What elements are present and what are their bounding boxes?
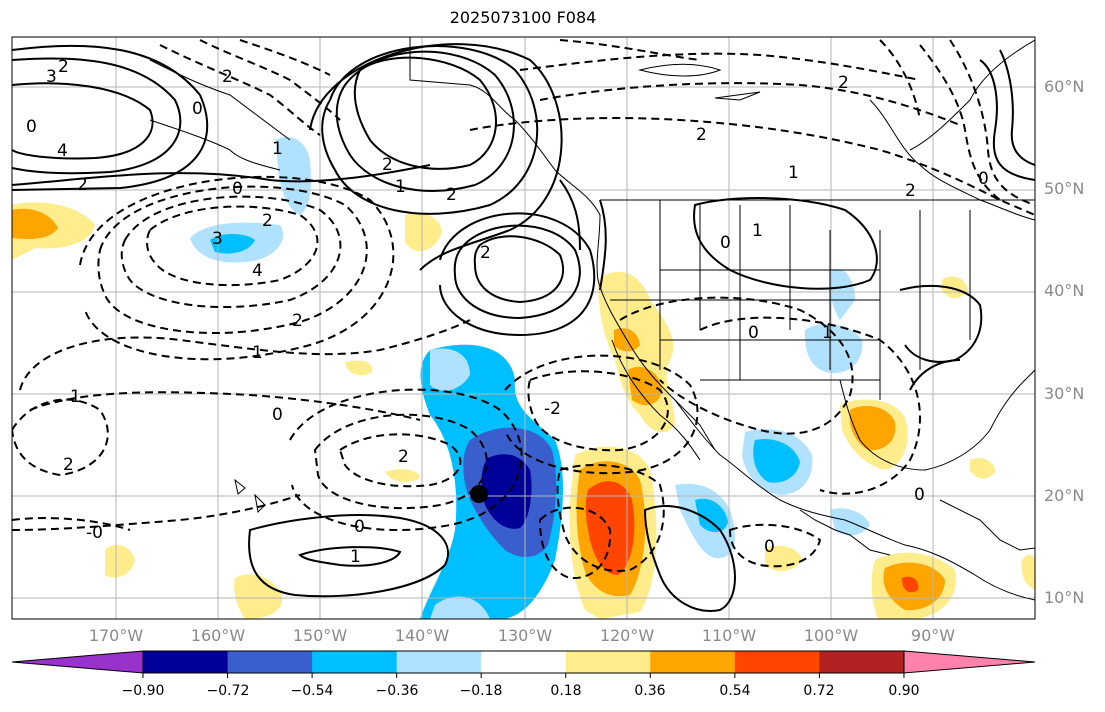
- contour-label: 2: [63, 455, 74, 475]
- contour-label: 2: [905, 181, 916, 201]
- colorbar-outline: [142, 650, 905, 674]
- lat-label: 20°N: [1044, 486, 1085, 505]
- lon-label: 100°W: [803, 626, 859, 645]
- contour-label: 2: [446, 185, 457, 205]
- contour-label: 2: [292, 311, 303, 331]
- contour-label: 0: [978, 169, 989, 189]
- lat-label: 30°N: [1044, 384, 1085, 403]
- contour-label: 0: [720, 233, 731, 253]
- contour-label: 2: [398, 447, 409, 467]
- contour-label: 0: [748, 323, 759, 343]
- contour-label: 2: [838, 73, 849, 93]
- contour-label: -2: [544, 399, 561, 419]
- contour-label: 0: [914, 485, 925, 505]
- colorbar-segment: [819, 651, 905, 673]
- contour-label: -0: [86, 523, 103, 543]
- contour-label: 0: [764, 537, 775, 557]
- colorbar-segment: [734, 651, 820, 673]
- contour-label: 2: [696, 125, 707, 145]
- colorbar-segment: [650, 651, 736, 673]
- storm-center-marker: [470, 485, 488, 503]
- colorbar-tick-label: 0.18: [550, 683, 582, 699]
- lon-label: 130°W: [497, 626, 553, 645]
- colorbar-tick-label: 0.90: [888, 683, 920, 699]
- colorbar-segment: [143, 651, 229, 673]
- colorbar-tick-label: −0.90: [121, 683, 165, 699]
- lon-label: 140°W: [394, 626, 450, 645]
- coastlines: [149, 37, 1035, 601]
- contour-label: 1: [395, 177, 406, 197]
- contour-label: 1: [752, 221, 763, 241]
- contour-label: 1: [822, 323, 833, 343]
- lon-label: 90°W: [910, 626, 956, 645]
- colorbar-tick-label: 0.54: [719, 683, 751, 699]
- colorbar-extend-high: [903, 650, 1036, 674]
- colorbar-tick-label: 0.72: [803, 683, 835, 699]
- contour-label: 2: [58, 57, 69, 77]
- shading-layer: [12, 136, 1035, 619]
- contour-label: 0: [354, 517, 365, 537]
- colorbar-tick-label: −0.18: [459, 683, 503, 699]
- colorbar-tick-label: −0.54: [290, 683, 334, 699]
- lat-label: 60°N: [1044, 77, 1085, 96]
- lon-label: 150°W: [292, 626, 348, 645]
- contour-label: 1: [252, 343, 263, 363]
- contour-label: 0: [272, 405, 283, 425]
- contour-label: 0: [192, 99, 203, 119]
- contour-label: 0: [26, 117, 37, 137]
- lon-label: 120°W: [599, 626, 655, 645]
- contour-label: 1: [272, 139, 283, 159]
- lat-label: 50°N: [1044, 179, 1085, 198]
- contour-label: 2: [262, 211, 273, 231]
- colorbar-segment: [565, 651, 651, 673]
- contour-label: 2: [77, 175, 88, 195]
- colorbar-extend-low: [11, 650, 144, 674]
- contour-label: 3: [212, 229, 223, 249]
- contour-label: 2: [222, 67, 233, 87]
- lon-label: 110°W: [701, 626, 757, 645]
- colorbar-segment: [312, 651, 398, 673]
- negative-contours: [12, 39, 1035, 580]
- lat-label: 10°N: [1044, 588, 1085, 607]
- colorbar-segment: [396, 651, 482, 673]
- lat-label: 40°N: [1044, 281, 1085, 300]
- colorbar-segment: [481, 651, 567, 673]
- contour-label: 1: [350, 547, 361, 567]
- lon-label: 170°W: [88, 626, 144, 645]
- colorbar-tick-label: −0.72: [206, 683, 250, 699]
- contour-label: 4: [252, 261, 263, 281]
- contour-label: 1: [788, 163, 799, 183]
- contour-label: 2: [382, 155, 393, 175]
- colorbar-segment: [227, 651, 313, 673]
- map-title: 2025073100 F084: [449, 8, 597, 27]
- contour-label: 3: [46, 67, 57, 87]
- colorbar-tick-label: 0.36: [634, 683, 666, 699]
- contour-label: 2: [480, 243, 491, 263]
- contour-label: 1: [70, 387, 81, 407]
- positive-contours: [12, 43, 1035, 612]
- gridlines: [12, 37, 1035, 619]
- contour-label: 0: [232, 179, 243, 199]
- lon-label: 160°W: [190, 626, 246, 645]
- colorbar-tick-label: −0.36: [375, 683, 419, 699]
- contour-labels: 2 3 0 4 2 0 1 1 2 2 3 2 4 2 1 0 2 0 2 1 …: [26, 57, 989, 567]
- contour-label: 4: [57, 141, 68, 161]
